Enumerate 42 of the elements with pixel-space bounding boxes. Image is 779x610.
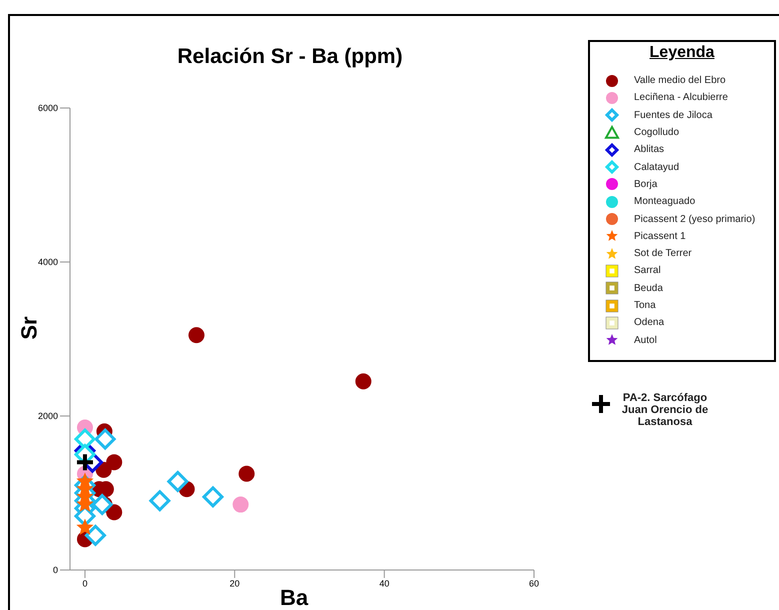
- legend-label: Sot de Terrer: [634, 248, 692, 260]
- point: [232, 496, 249, 513]
- point: [188, 327, 204, 344]
- point: [106, 454, 122, 470]
- y-tick-label: 6000: [38, 103, 58, 114]
- legend-label: Picassent 1: [634, 230, 686, 242]
- legend-label: Monteaguado: [634, 196, 696, 208]
- legend-label: Valle medio del Ebro: [634, 75, 726, 86]
- legend-label: Calatayud: [634, 162, 680, 173]
- legend-label: Tona: [634, 300, 656, 311]
- legend-label: Odena: [634, 317, 664, 328]
- point: [149, 490, 170, 512]
- y-tick-label: 0: [52, 565, 58, 576]
- legend-label: Borja: [634, 178, 658, 190]
- point: [94, 428, 116, 450]
- point: [238, 466, 255, 482]
- x-tick-label: 60: [528, 578, 540, 588]
- legend-label: Autol: [634, 334, 657, 346]
- point: [202, 486, 224, 508]
- legend-label: Fuentes de Jiloca: [634, 110, 712, 121]
- chart-title: Relación Sr - Ba (ppm): [176, 45, 404, 69]
- legend-label: Beuda: [634, 282, 663, 294]
- point: [92, 494, 113, 516]
- y-axis-title: Sr: [16, 316, 43, 340]
- x-tick-label: 40: [379, 578, 390, 588]
- legend-label: Cogolludo: [634, 127, 680, 138]
- x-tick-label: 0: [82, 578, 88, 588]
- legend-label: Leciñena - Alcubierre: [634, 92, 728, 104]
- y-tick-label: 2000: [38, 411, 58, 422]
- legend-label: Ablitas: [634, 144, 664, 156]
- x-tick-label: 20: [230, 578, 240, 588]
- y-tick-label: 4000: [38, 257, 58, 268]
- legend-label: PA-2. Sarcófago Juan Orencio de Lastanosa: [620, 392, 710, 428]
- legend-label: Sarral: [634, 265, 661, 276]
- legend-label: Picassent 2 (yeso primario): [634, 214, 756, 225]
- x-axis-title: Ba: [280, 585, 308, 610]
- legend-title: Leyenda: [648, 44, 716, 62]
- point: [74, 452, 95, 472]
- point: [84, 524, 106, 546]
- point: [76, 518, 94, 535]
- point: [167, 470, 188, 492]
- point: [355, 373, 372, 390]
